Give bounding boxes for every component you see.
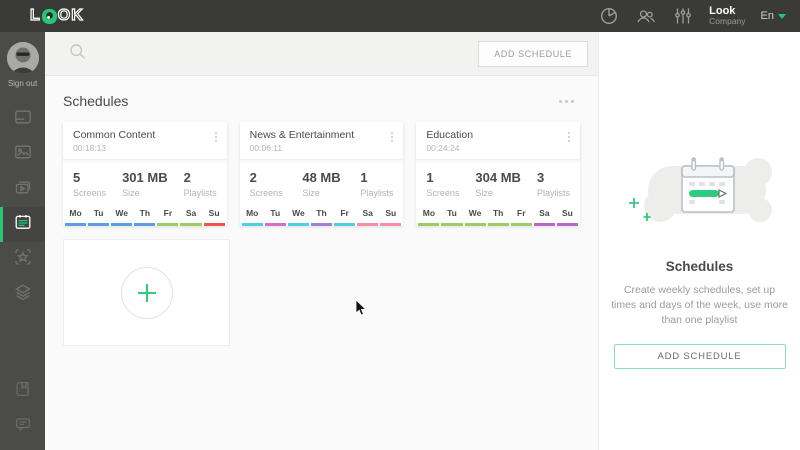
day-cell: Th [487,208,509,226]
sidebar-item-widgets[interactable] [0,242,45,277]
app-logo: L OK [29,7,84,24]
day-cell: Mo [65,208,87,226]
settings-sliders-icon[interactable] [672,5,694,27]
stat-playlists: 2 Playlists [183,170,217,198]
add-schedule-card[interactable] [63,239,230,346]
day-cell: We [464,208,486,226]
users-icon[interactable] [635,5,657,27]
plus-circle-icon[interactable] [120,266,173,319]
company-menu[interactable]: Look Company [709,5,745,27]
page-title: Schedules [63,93,129,109]
day-cell: We [111,208,133,226]
weekday-strip: Mo Tu We Th Fr Sa Su [240,205,404,226]
schedule-title: Education [426,129,474,141]
logo-text: L [29,7,41,24]
schedules-illustration [620,150,780,243]
sidebar-item-media[interactable] [0,137,45,172]
layers-icon [13,282,33,307]
logo-eye-icon [41,8,57,24]
schedule-duration: 00:06:11 [249,143,283,153]
stat-playlists: 1 Playlists [360,170,394,198]
company-name: Look [709,4,736,17]
sidebar-item-support-chat[interactable] [0,409,45,444]
day-cell: Sa [180,208,202,226]
book-icon [14,380,32,403]
kebab-menu-icon[interactable] [389,130,395,144]
logo-text: OK [57,7,84,24]
more-options-icon[interactable] [555,96,578,107]
schedule-calendar-icon [13,212,33,237]
day-cell: Sa [357,208,379,226]
day-cell: Th [310,208,333,226]
avatar[interactable] [6,42,39,74]
playlist-video-icon [13,177,33,202]
day-cell: Su [556,208,578,226]
media-image-icon [13,142,33,167]
add-schedule-button[interactable]: ADD SCHEDULE [478,40,588,67]
day-cell: Su [203,208,225,226]
schedule-cards: Common Content 00:18:13 5 Screens 301 MB… [45,122,598,226]
day-cell: Su [380,208,402,226]
sidebar: Sign out [0,32,45,450]
sidebar-item-layers[interactable] [0,277,45,312]
sidebar-item-screens[interactable] [0,102,45,137]
schedule-card[interactable]: News & Entertainment 00:06:11 2 Screens … [239,122,404,226]
stat-screens: 5 Screens [73,170,107,198]
panel-description: Create weekly schedules, set up times an… [611,284,788,327]
schedule-card[interactable]: Education 00:24:24 1 Screens 304 MB Size… [416,122,581,226]
panel-title: Schedules [665,259,734,274]
day-cell: Tu [88,208,110,226]
widgets-star-icon [13,247,33,272]
sidebar-item-schedules[interactable] [0,207,45,242]
day-cell: Tu [264,208,286,226]
stat-screens: 1 Screens [426,170,460,198]
weekday-strip: Mo Tu We Th Fr Sa Su [416,205,580,226]
add-schedule-button-panel[interactable]: ADD SCHEDULE [613,343,786,369]
stat-playlists: 3 Playlists [537,170,571,198]
statistics-pie-icon[interactable] [598,5,620,27]
chevron-down-icon [778,13,786,19]
search-icon[interactable] [69,43,86,65]
weekday-strip: Mo Tu We Th Fr Sa Su [63,205,227,226]
top-bar: L OK Look Company En [0,0,800,32]
chat-icon [14,415,32,438]
schedule-title: Common Content [73,129,156,141]
stat-size: 301 MB Size [122,170,168,198]
day-cell: Mo [418,208,440,226]
kebab-menu-icon[interactable] [213,130,219,144]
main-content: ADD SCHEDULE Schedules Common Content 00… [45,32,598,450]
sidebar-item-playlists[interactable] [0,172,45,207]
toolbar: ADD SCHEDULE [45,32,598,76]
day-cell: Th [134,208,156,226]
sign-out-label[interactable]: Sign out [7,79,38,88]
day-cell: Sa [533,208,555,226]
day-cell: Fr [334,208,356,226]
schedule-duration: 00:24:24 [426,143,460,153]
stat-size: 48 MB Size [302,170,341,198]
info-panel: Schedules Create weekly schedules, set u… [598,32,800,450]
screens-icon [13,107,33,132]
sidebar-item-guide[interactable] [0,374,45,409]
kebab-menu-icon[interactable] [566,130,572,144]
day-cell: Fr [157,208,179,226]
day-cell: Mo [241,208,263,226]
schedule-card[interactable]: Common Content 00:18:13 5 Screens 301 MB… [63,122,227,226]
language-value: En [760,10,774,22]
schedule-title: News & Entertainment [249,129,355,141]
stat-screens: 2 Screens [249,170,283,198]
stat-size: 304 MB Size [475,170,521,198]
day-cell: Tu [441,208,463,226]
day-cell: We [287,208,309,226]
company-label: Company [709,16,746,27]
language-selector[interactable]: En [761,10,786,22]
user-account[interactable]: Sign out [6,42,39,88]
schedule-duration: 00:18:13 [73,143,107,153]
day-cell: Fr [510,208,532,226]
